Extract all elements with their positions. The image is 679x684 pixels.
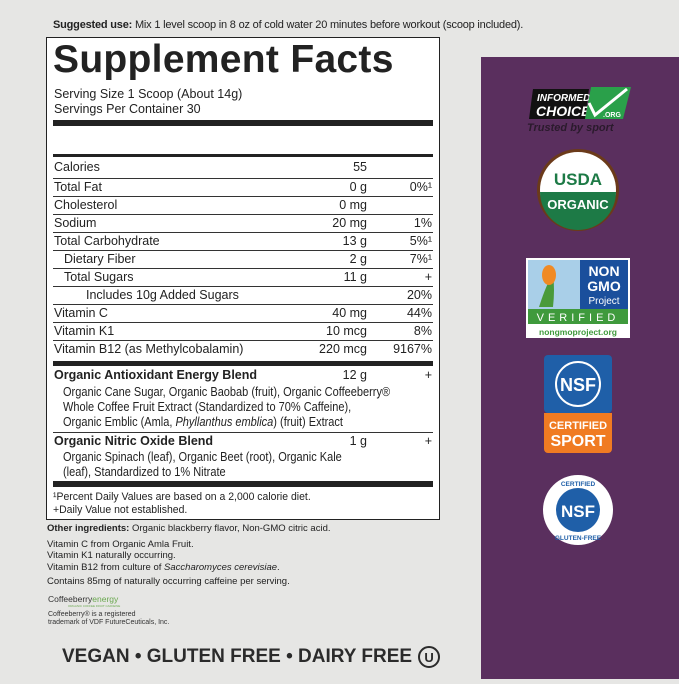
nutrient-row: Includes 10g Added Sugars 20%	[53, 286, 433, 304]
divider-thick	[53, 361, 433, 366]
nutrient-row: Total Carbohydrate 13 g 5%¹	[53, 232, 433, 250]
nutrient-row: Dietary Fiber 2 g 7%¹	[53, 250, 433, 268]
nutrient-row: Total Fat 0 g 0%¹	[53, 178, 433, 196]
nutrient-row: Vitamin B12 (as Methylcobalamin) 220 mcg 9…	[53, 340, 433, 358]
svg-text:Trusted by sport: Trusted by sport	[527, 122, 615, 134]
coffeeberry-logo: Coffeeberryenergy ORGANIC COFFEE FRUIT C…	[48, 594, 170, 626]
diet-claims: VEGAN • GLUTEN FREE • DAIRY FREE U	[62, 646, 441, 668]
nutrient-name: Calories	[54, 160, 100, 174]
nutrient-amount: 2 g	[349, 252, 367, 266]
informed-choice-badge: INFORMED- CHOICE .ORG Trusted by sport	[527, 87, 631, 134]
svg-text:CERTIFIED: CERTIFIED	[561, 481, 596, 488]
footnote: +Daily Value not established.	[53, 504, 188, 516]
svg-text:NSF: NSF	[560, 375, 596, 395]
nutrient-daily-value: 0%¹	[409, 180, 432, 194]
svg-text:VERIFIED: VERIFIED	[537, 312, 620, 324]
nutrient-name: Dietary Fiber	[64, 252, 136, 266]
non-gmo-badge: NON GMO Project VERIFIED nongmoproject.o…	[526, 258, 630, 338]
divider-thick	[53, 154, 433, 157]
certification-badges: INFORMED- CHOICE .ORG Trusted by sport U…	[526, 87, 631, 545]
nutrient-row: Calories 55	[53, 159, 433, 177]
nutrient-row: Vitamin K1 10 mcg 8%	[53, 322, 433, 340]
nutrient-daily-value: +	[424, 270, 432, 284]
divider-thick	[53, 481, 433, 487]
nutrient-name: Total Carbohydrate	[54, 234, 160, 248]
nutrient-name: Sodium	[54, 216, 97, 230]
svg-text:GMO: GMO	[587, 278, 621, 294]
nutrient-name: Vitamin K1	[54, 324, 115, 338]
svg-text:USDA: USDA	[554, 170, 602, 189]
nutrient-row: Total Sugars 11 g +	[53, 268, 433, 286]
nsf-gluten-free-badge: NSF CERTIFIED GLUTEN-FREE	[543, 475, 613, 545]
other-ingredients: Other ingredients: Organic blackberry fl…	[47, 523, 331, 587]
svg-text:CERTIFIED: CERTIFIED	[549, 420, 607, 432]
nutrient-amount: 10 mcg	[326, 324, 367, 338]
blend-ingredients: Organic Spinach (leaf), Organic Beet (ro…	[63, 450, 342, 479]
nutrient-amount: 0 g	[349, 180, 367, 194]
nutrient-amount: 20 mg	[332, 216, 367, 230]
nutrient-daily-value: 44%	[406, 306, 432, 320]
blend-ingredients: Organic Cane Sugar, Organic Baobab (frui…	[63, 385, 391, 429]
supplement-facts-label: Supplement Facts Serving Size 1 Scoop (A…	[46, 37, 440, 520]
kosher-icon: U	[418, 646, 441, 668]
svg-text:.ORG: .ORG	[603, 112, 621, 119]
divider-thick	[53, 120, 433, 126]
nutrient-amount: 40 mg	[332, 306, 367, 320]
svg-text:Project: Project	[588, 296, 619, 307]
svg-text:SPORT: SPORT	[550, 433, 605, 450]
nutrient-daily-value: 8%	[413, 324, 432, 338]
footnote: ¹Percent Daily Values are based on a 2,0…	[53, 491, 311, 503]
serving-size: Serving Size 1 Scoop (About 14g)	[54, 87, 243, 101]
nutrient-name: Total Fat	[54, 180, 102, 194]
svg-text:CHOICE: CHOICE	[536, 103, 591, 119]
nutrient-name: Vitamin B12 (as Methylcobalamin)	[54, 342, 244, 356]
svg-text:NSF: NSF	[561, 502, 595, 521]
svg-text:nongmoproject.org: nongmoproject.org	[539, 327, 617, 337]
nutrient-amount: 11 g	[343, 270, 367, 284]
nutrient-name: Cholesterol	[54, 198, 118, 212]
nutrient-row: Vitamin C 40 mg 44%	[53, 304, 433, 322]
nutrient-daily-value: 7%¹	[409, 252, 432, 266]
blend-row: Organic Nitric Oxide Blend 1 g +	[53, 432, 433, 448]
svg-text:NON: NON	[588, 263, 619, 279]
nutrient-amount: 0 mg	[339, 198, 367, 212]
svg-text:GLUTEN-FREE: GLUTEN-FREE	[555, 535, 602, 542]
facts-title: Supplement Facts	[53, 38, 394, 81]
svg-text:INFORMED-: INFORMED-	[537, 93, 594, 104]
nutrient-amount: 220 mcg	[319, 342, 367, 356]
nutrient-row: Cholesterol 0 mg	[53, 196, 433, 214]
usda-organic-badge: USDA ORGANIC	[537, 149, 619, 231]
blend-row: Organic Antioxidant Energy Blend 12 g +	[54, 368, 432, 382]
nutrient-name: Vitamin C	[54, 306, 108, 320]
certification-panel: INFORMED- CHOICE .ORG Trusted by sport U…	[481, 57, 679, 679]
nutrient-daily-value: 20%	[406, 288, 432, 302]
nutrient-daily-value: 1%	[413, 216, 432, 230]
nutrient-name: Includes 10g Added Sugars	[86, 288, 239, 302]
nutrient-row: Sodium 20 mg 1%	[53, 214, 433, 232]
nutrient-name: Total Sugars	[64, 270, 134, 284]
svg-text:ORGANIC: ORGANIC	[547, 197, 609, 212]
servings-per-container: Servings Per Container 30	[54, 102, 201, 116]
nsf-certified-sport-badge: NSF CERTIFIED SPORT	[544, 355, 612, 453]
nutrient-daily-value: 5%¹	[409, 234, 432, 248]
nutrient-amount: 55	[353, 160, 367, 174]
nutrient-daily-value: 9167%	[393, 342, 432, 356]
nutrient-amount: 13 g	[342, 234, 367, 248]
suggested-use: Suggested use: Mix 1 level scoop in 8 oz…	[53, 19, 524, 31]
